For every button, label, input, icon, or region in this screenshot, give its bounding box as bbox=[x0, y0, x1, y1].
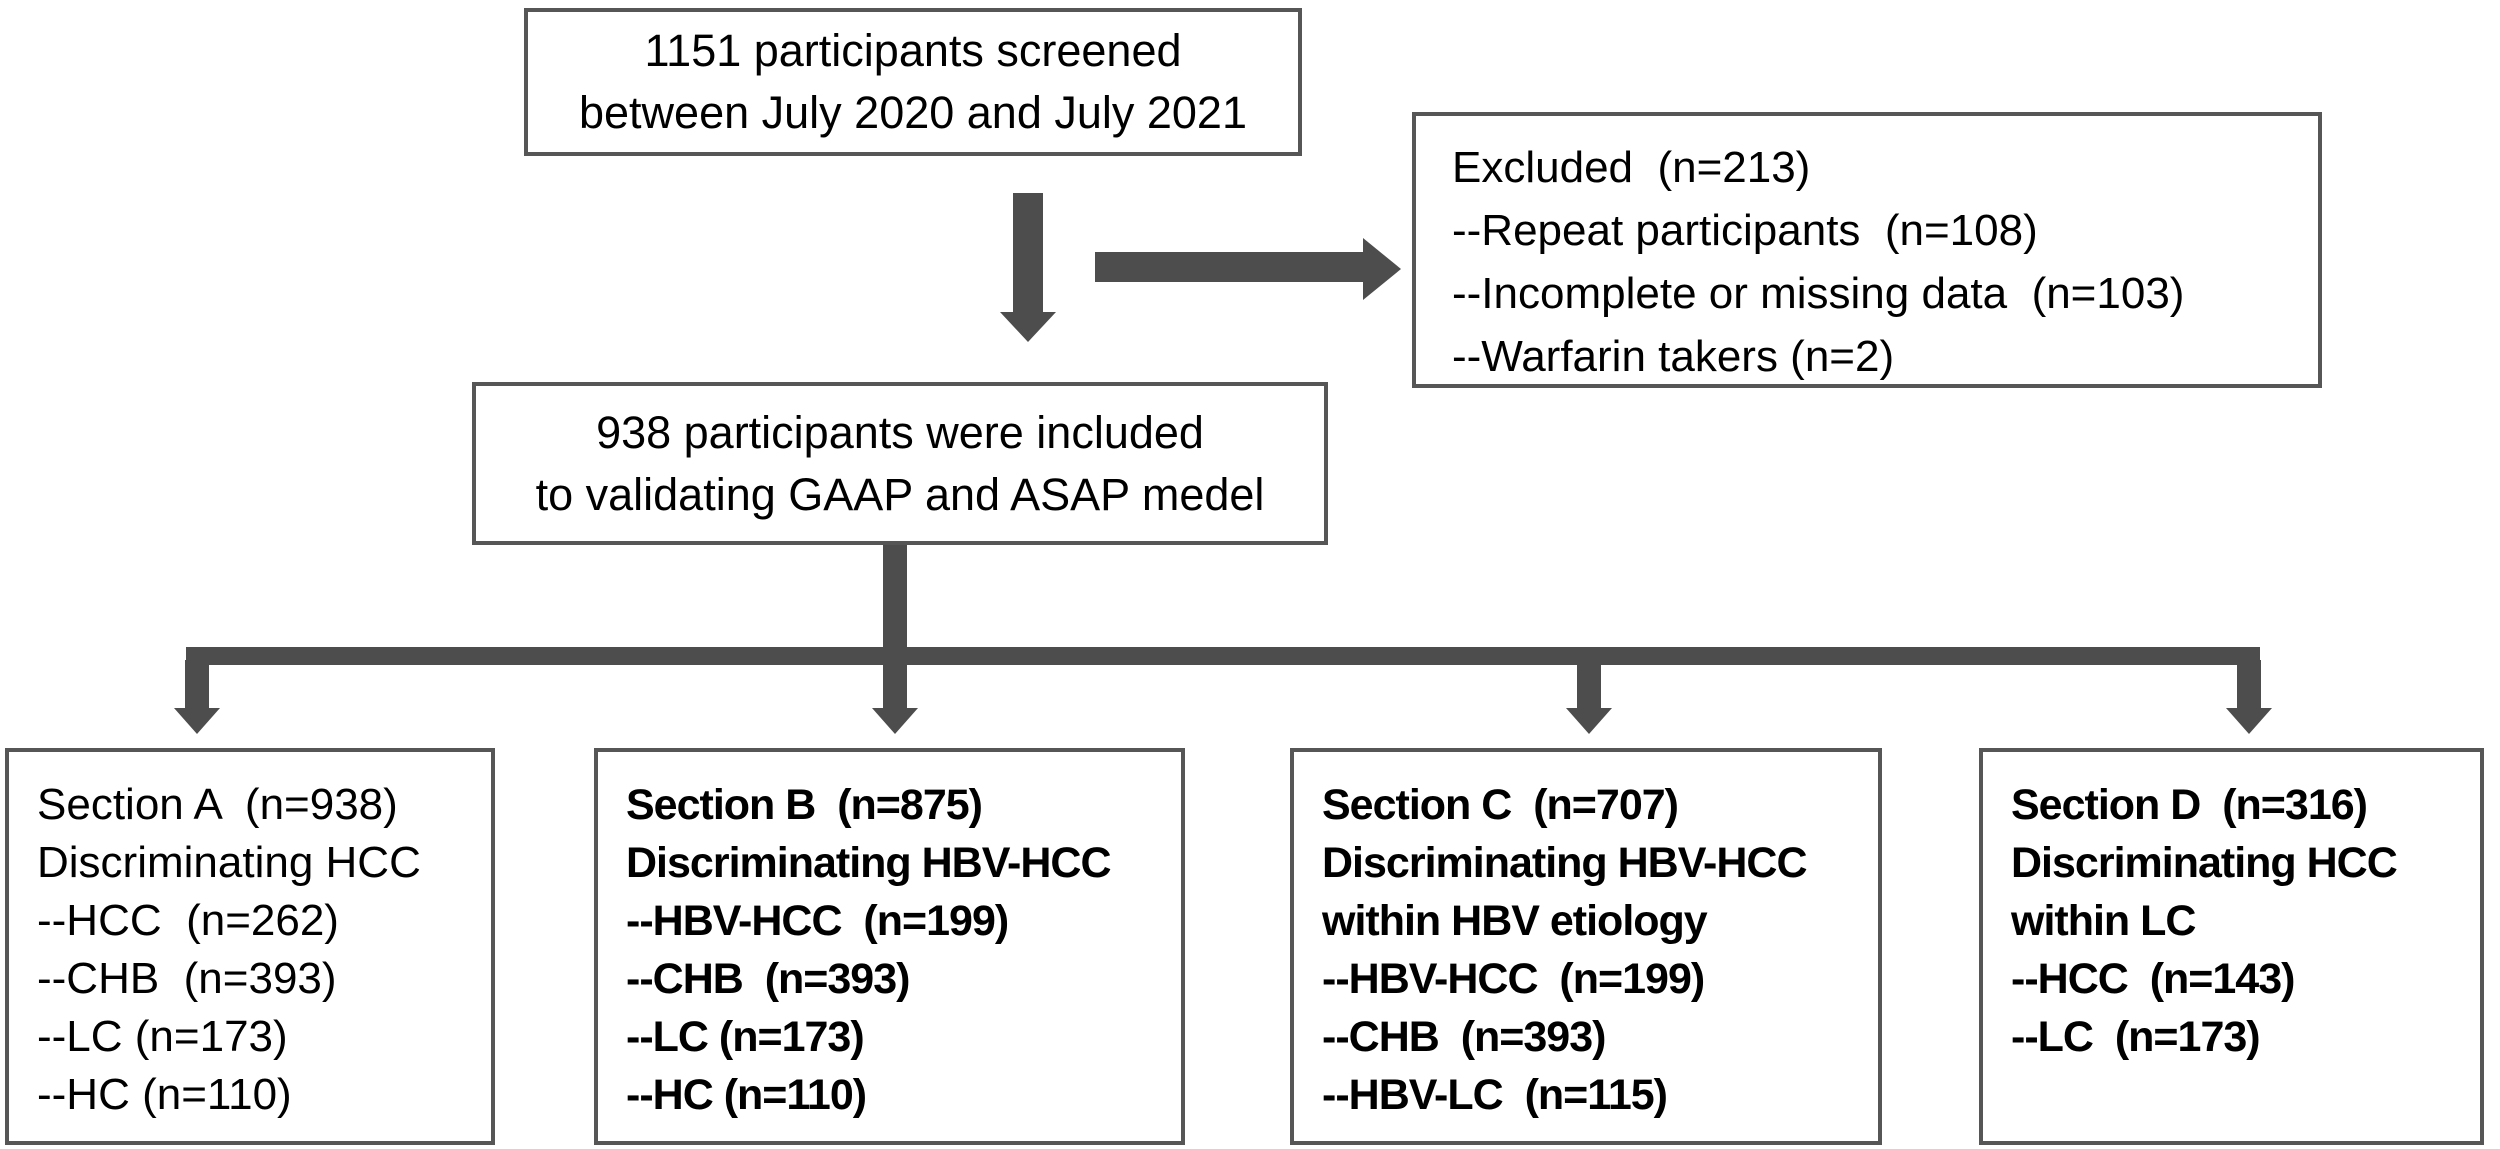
branch-bar bbox=[186, 647, 2260, 665]
branch-arrow-b-head-icon bbox=[872, 708, 918, 734]
text-line: within HBV etiology bbox=[1322, 897, 1708, 945]
text-line: --HC (n=110) bbox=[626, 1071, 867, 1119]
included-box: 938 participants were included to validat… bbox=[472, 382, 1328, 545]
text-line: --HC (n=110) bbox=[37, 1070, 292, 1119]
text-line: --LC (n=173) bbox=[2011, 1013, 2261, 1061]
branch-arrow-c-head-icon bbox=[1566, 708, 1612, 734]
section-a-box: Section A (n=938) Discriminating HCC --HCC… bbox=[5, 748, 495, 1145]
section-c-box: Section C (n=707) Discriminating HBV-HCC w… bbox=[1290, 748, 1882, 1145]
text-line: --LC (n=173) bbox=[626, 1013, 865, 1061]
down-arrow-shaft bbox=[1013, 193, 1043, 313]
screened-box: 1151 participants screened between July 2… bbox=[524, 8, 1302, 156]
excluded-box: Excluded (n=213) --Repeat participants (n… bbox=[1412, 112, 2322, 388]
excluded-arrow-shaft bbox=[1095, 252, 1365, 282]
text-line: --Incomplete or missing data (n=103) bbox=[1452, 269, 2185, 318]
text-line: to validating GAAP and ASAP medel bbox=[535, 468, 1265, 520]
text-line: --HBV-LC (n=115) bbox=[1322, 1071, 1668, 1119]
section-d-box: Section D (n=316) Discriminating HCC withi… bbox=[1979, 748, 2484, 1145]
text-line: 1151 participants screened bbox=[644, 25, 1182, 76]
text-line: --CHB (n=393) bbox=[626, 955, 910, 1003]
text-line: Discriminating HCC bbox=[37, 838, 421, 887]
text-line: Section A (n=938) bbox=[37, 780, 398, 829]
text-line: --CHB (n=393) bbox=[37, 954, 337, 1003]
text-line: --Warfarin takers (n=2) bbox=[1452, 332, 1895, 381]
text-line: Section C (n=707) bbox=[1322, 781, 1679, 829]
text-line: between July 2020 and July 2021 bbox=[579, 87, 1247, 138]
text-line: --Repeat participants (n=108) bbox=[1452, 206, 2038, 255]
connector-vertical bbox=[883, 545, 907, 649]
branch-arrow-d-shaft bbox=[2237, 660, 2261, 709]
text-line: Discriminating HCC bbox=[2011, 839, 2398, 887]
text-line: --CHB (n=393) bbox=[1322, 1013, 1606, 1061]
text-line: Discriminating HBV-HCC bbox=[1322, 839, 1808, 887]
text-line: 938 participants were included bbox=[596, 406, 1204, 458]
down-arrow-head-icon bbox=[1000, 312, 1056, 342]
text-line: --HCC (n=143) bbox=[2011, 955, 2295, 1003]
text-line: Section B (n=875) bbox=[626, 781, 983, 829]
branch-arrow-a-shaft bbox=[185, 660, 209, 709]
text-line: within LC bbox=[2011, 897, 2196, 945]
text-line: Section D (n=316) bbox=[2011, 781, 2368, 829]
excluded-arrow-head-icon bbox=[1363, 238, 1401, 300]
text-line: Excluded (n=213) bbox=[1452, 143, 1811, 192]
text-line: --HBV-HCC (n=199) bbox=[626, 897, 1009, 945]
branch-arrow-a-head-icon bbox=[174, 708, 220, 734]
text-line: --LC (n=173) bbox=[37, 1012, 288, 1061]
text-line: --HBV-HCC (n=199) bbox=[1322, 955, 1705, 1003]
branch-arrow-d-head-icon bbox=[2226, 708, 2272, 734]
section-b-box: Section B (n=875) Discriminating HBV-HCC -… bbox=[594, 748, 1185, 1145]
text-line: --HCC (n=262) bbox=[37, 896, 339, 945]
branch-arrow-c-shaft bbox=[1577, 660, 1601, 709]
text-line: Discriminating HBV-HCC bbox=[626, 839, 1112, 887]
branch-arrow-b-shaft bbox=[883, 660, 907, 709]
